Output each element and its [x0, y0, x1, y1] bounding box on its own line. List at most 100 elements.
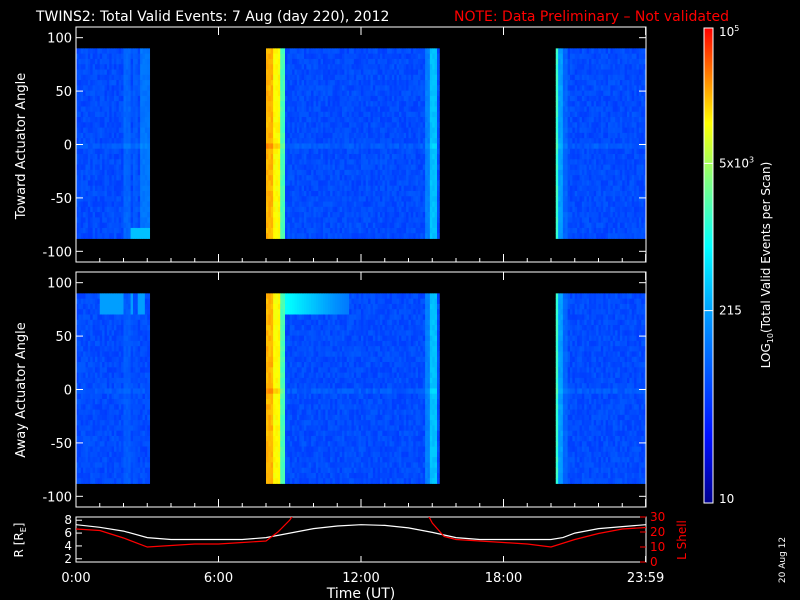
toward-heatmap-cell [280, 58, 284, 65]
toward-heatmap-cell [572, 227, 576, 234]
toward-heatmap-cell [399, 138, 402, 144]
toward-heatmap-cell [615, 64, 618, 70]
toward-heatmap-cell [591, 95, 595, 102]
toward-heatmap-cell [577, 74, 580, 81]
toward-heatmap-cell [593, 122, 597, 128]
toward-heatmap-cell [116, 58, 120, 65]
toward-heatmap-cell [273, 132, 276, 139]
toward-heatmap-cell [600, 111, 604, 118]
toward-heatmap-cell [560, 175, 564, 181]
toward-heatmap-cell [579, 180, 583, 187]
toward-heatmap-cell [382, 138, 386, 144]
toward-heatmap-cell [627, 153, 630, 160]
toward-heatmap-cell [140, 111, 143, 118]
toward-heatmap-cell [270, 175, 274, 181]
toward-heatmap-cell [593, 190, 597, 197]
toward-heatmap-cell [418, 169, 421, 176]
toward-heatmap-cell [270, 69, 274, 76]
toward-heatmap-cell [591, 175, 595, 181]
toward-heatmap-cell [147, 159, 151, 165]
toward-heatmap-cell [275, 80, 279, 86]
toward-heatmap-cell [391, 190, 395, 197]
toward-heatmap-cell [349, 117, 352, 123]
toward-heatmap-cell [111, 80, 115, 86]
toward-heatmap-cell [437, 143, 440, 150]
toward-heatmap-cell [577, 69, 580, 76]
toward-heatmap-cell [622, 53, 626, 60]
toward-heatmap-cell [605, 180, 609, 187]
toward-heatmap-cell [327, 153, 331, 160]
toward-heatmap-cell [137, 212, 141, 218]
toward-heatmap-cell [394, 80, 398, 86]
toward-heatmap-cell [570, 127, 573, 134]
toward-heatmap-cell [104, 227, 108, 234]
toward-heatmap-cell [570, 138, 573, 144]
toward-heatmap-cell [399, 164, 402, 171]
toward-heatmap-cell [627, 159, 630, 165]
toward-heatmap-cell [422, 132, 426, 139]
toward-heatmap-cell [289, 201, 293, 208]
toward-heatmap-cell [598, 222, 602, 229]
toward-heatmap-cell [558, 106, 561, 113]
toward-heatmap-cell [356, 222, 360, 229]
toward-heatmap-cell [285, 206, 288, 213]
toward-heatmap-cell [418, 80, 421, 86]
toward-heatmap-cell [97, 159, 101, 165]
toward-heatmap-cell [121, 132, 124, 139]
toward-heatmap-cell [380, 74, 383, 81]
toward-heatmap-cell [90, 101, 94, 107]
toward-heatmap-cell [123, 90, 127, 97]
toward-heatmap-cell [349, 122, 352, 128]
toward-heatmap-cell [377, 127, 381, 134]
toward-heatmap-cell [135, 48, 139, 55]
toward-heatmap-cell [391, 58, 395, 65]
toward-heatmap-cell [123, 201, 127, 208]
toward-heatmap-cell [584, 233, 588, 239]
toward-heatmap-cell [301, 122, 305, 128]
toward-heatmap-cell [106, 212, 110, 218]
toward-heatmap-cell [586, 53, 590, 60]
toward-heatmap-cell [399, 185, 402, 192]
toward-heatmap-cell [387, 169, 390, 176]
toward-heatmap-cell [624, 201, 628, 208]
toward-heatmap-cell [320, 143, 324, 150]
toward-heatmap-cell [636, 148, 640, 155]
toward-heatmap-cell [76, 190, 79, 197]
toward-heatmap-cell [142, 106, 146, 113]
toward-heatmap-cell [313, 217, 317, 224]
toward-heatmap-cell [121, 85, 124, 92]
toward-heatmap-cell [612, 201, 616, 208]
toward-heatmap-cell [92, 122, 96, 128]
toward-heatmap-cell [560, 90, 564, 97]
toward-heatmap-cell [377, 164, 381, 171]
toward-heatmap-cell [294, 206, 298, 213]
toward-heatmap-cell [406, 148, 409, 155]
toward-heatmap-cell [577, 85, 580, 92]
toward-heatmap-cell [344, 85, 348, 92]
toward-heatmap-cell [586, 69, 590, 76]
toward-heatmap-cell [337, 217, 341, 224]
toward-heatmap-cell [380, 227, 383, 234]
toward-heatmap-cell [555, 138, 559, 144]
toward-heatmap-cell [133, 122, 136, 128]
toward-heatmap-cell [78, 74, 82, 81]
toward-heatmap-cell [342, 143, 345, 150]
toward-heatmap-cell [387, 106, 390, 113]
toward-heatmap-cell [301, 153, 305, 160]
toward-heatmap-cell [330, 95, 333, 102]
toward-heatmap-cell [570, 111, 573, 118]
toward-heatmap-cell [608, 132, 611, 139]
toward-heatmap-cell [634, 153, 637, 160]
toward-heatmap-cell [116, 233, 120, 239]
toward-heatmap-cell [622, 185, 626, 192]
toward-heatmap-cell [629, 206, 633, 213]
toward-heatmap-cell [349, 185, 352, 192]
toward-heatmap-cell [432, 164, 436, 171]
toward-heatmap-cell [622, 143, 626, 150]
toward-heatmap-cell [301, 74, 305, 81]
toward-heatmap-cell [600, 143, 604, 150]
toward-heatmap-cell [351, 153, 355, 160]
toward-heatmap-cell [624, 48, 628, 55]
toward-heatmap-cell [332, 48, 336, 55]
toward-heatmap-cell [570, 212, 573, 218]
